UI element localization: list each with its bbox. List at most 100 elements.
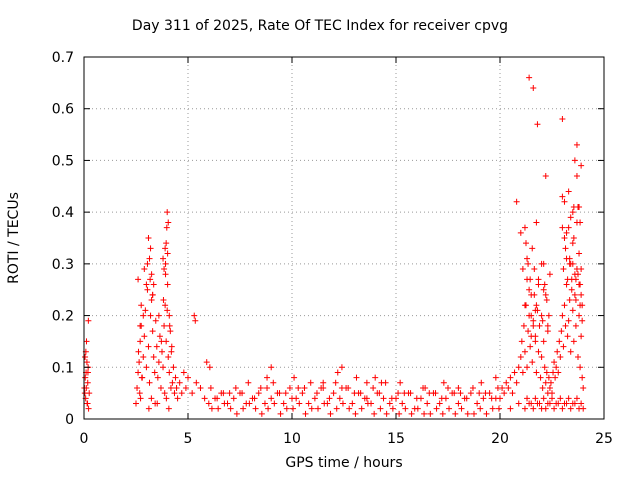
data-point: [535, 348, 542, 355]
data-point: [137, 338, 144, 345]
data-point: [282, 390, 289, 397]
data-point: [408, 410, 415, 417]
data-point: [332, 379, 339, 386]
data-point: [160, 364, 167, 371]
data-point: [135, 276, 142, 283]
y-tick-label: 0.5: [52, 153, 74, 169]
data-point: [569, 240, 576, 247]
data-point: [81, 390, 88, 397]
data-point: [164, 250, 171, 257]
data-point: [159, 348, 165, 355]
data-point: [561, 400, 568, 407]
data-point: [158, 338, 165, 345]
data-point: [364, 400, 371, 407]
data-point: [240, 405, 247, 412]
data-point: [261, 400, 268, 407]
data-point: [547, 379, 554, 386]
data-point: [165, 405, 172, 412]
data-point: [353, 374, 360, 381]
data-point: [133, 400, 139, 407]
data-point: [144, 286, 151, 293]
data-point: [569, 400, 576, 407]
data-point: [445, 384, 451, 391]
data-point: [503, 379, 510, 386]
data-point: [576, 203, 583, 210]
data-point: [164, 281, 171, 288]
data-point: [452, 410, 459, 417]
data-point: [426, 390, 433, 397]
data-point: [536, 400, 543, 407]
data-point: [541, 364, 548, 371]
data-point: [320, 384, 327, 391]
data-point: [563, 229, 570, 236]
data-point: [567, 405, 574, 412]
data-point: [433, 405, 440, 412]
data-point: [526, 286, 533, 293]
data-point: [339, 400, 346, 407]
data-point: [82, 353, 89, 360]
data-point: [569, 307, 576, 314]
chart-title: Day 311 of 2025, Rate Of TEC Index for r…: [131, 18, 509, 34]
data-point: [165, 219, 172, 226]
data-point: [513, 379, 520, 386]
data-point: [534, 121, 541, 128]
data-point: [140, 312, 147, 319]
data-point: [173, 384, 180, 391]
data-point: [308, 405, 315, 412]
data-point: [488, 395, 495, 402]
data-point: [580, 384, 587, 391]
data-point: [136, 390, 143, 397]
data-point: [482, 390, 489, 397]
data-point: [82, 374, 89, 381]
data-point: [501, 390, 508, 397]
data-point: [305, 400, 312, 407]
data-point: [336, 395, 343, 402]
data-point: [579, 374, 586, 381]
data-point: [546, 384, 553, 391]
data-point: [163, 240, 170, 247]
data-point: [388, 395, 395, 402]
data-point: [492, 374, 499, 381]
data-point: [161, 266, 168, 273]
data-point: [84, 369, 91, 376]
data-point: [144, 260, 151, 267]
data-point: [162, 302, 169, 309]
data-point: [142, 307, 149, 314]
data-point: [544, 328, 551, 335]
data-point: [313, 390, 320, 397]
data-point: [507, 405, 514, 412]
data-point: [168, 348, 175, 355]
data-point: [166, 322, 173, 329]
data-point: [558, 328, 565, 335]
data-point: [557, 353, 564, 360]
data-point: [386, 400, 393, 407]
data-point: [289, 395, 295, 402]
data-point: [545, 312, 552, 319]
y-tick-label: 0.1: [52, 360, 74, 376]
data-point: [162, 260, 169, 267]
data-point: [321, 400, 328, 407]
data-point: [567, 214, 574, 221]
data-point: [424, 400, 431, 407]
data-point: [559, 193, 566, 200]
data-point: [193, 379, 200, 386]
data-point: [147, 245, 154, 252]
data-point: [221, 400, 228, 407]
data-point: [518, 338, 525, 345]
data-point: [495, 405, 502, 412]
data-point: [440, 379, 447, 386]
data-point: [239, 390, 246, 397]
data-point: [377, 405, 384, 412]
data-point: [535, 281, 542, 288]
data-point: [251, 395, 258, 402]
data-point: [338, 384, 345, 391]
data-point: [543, 297, 550, 304]
data-point: [189, 390, 196, 397]
data-point: [521, 224, 528, 231]
data-point: [451, 390, 458, 397]
data-point: [84, 400, 91, 407]
data-point: [233, 410, 240, 417]
data-point: [564, 333, 571, 340]
data-point: [162, 245, 169, 252]
data-point: [499, 384, 506, 391]
